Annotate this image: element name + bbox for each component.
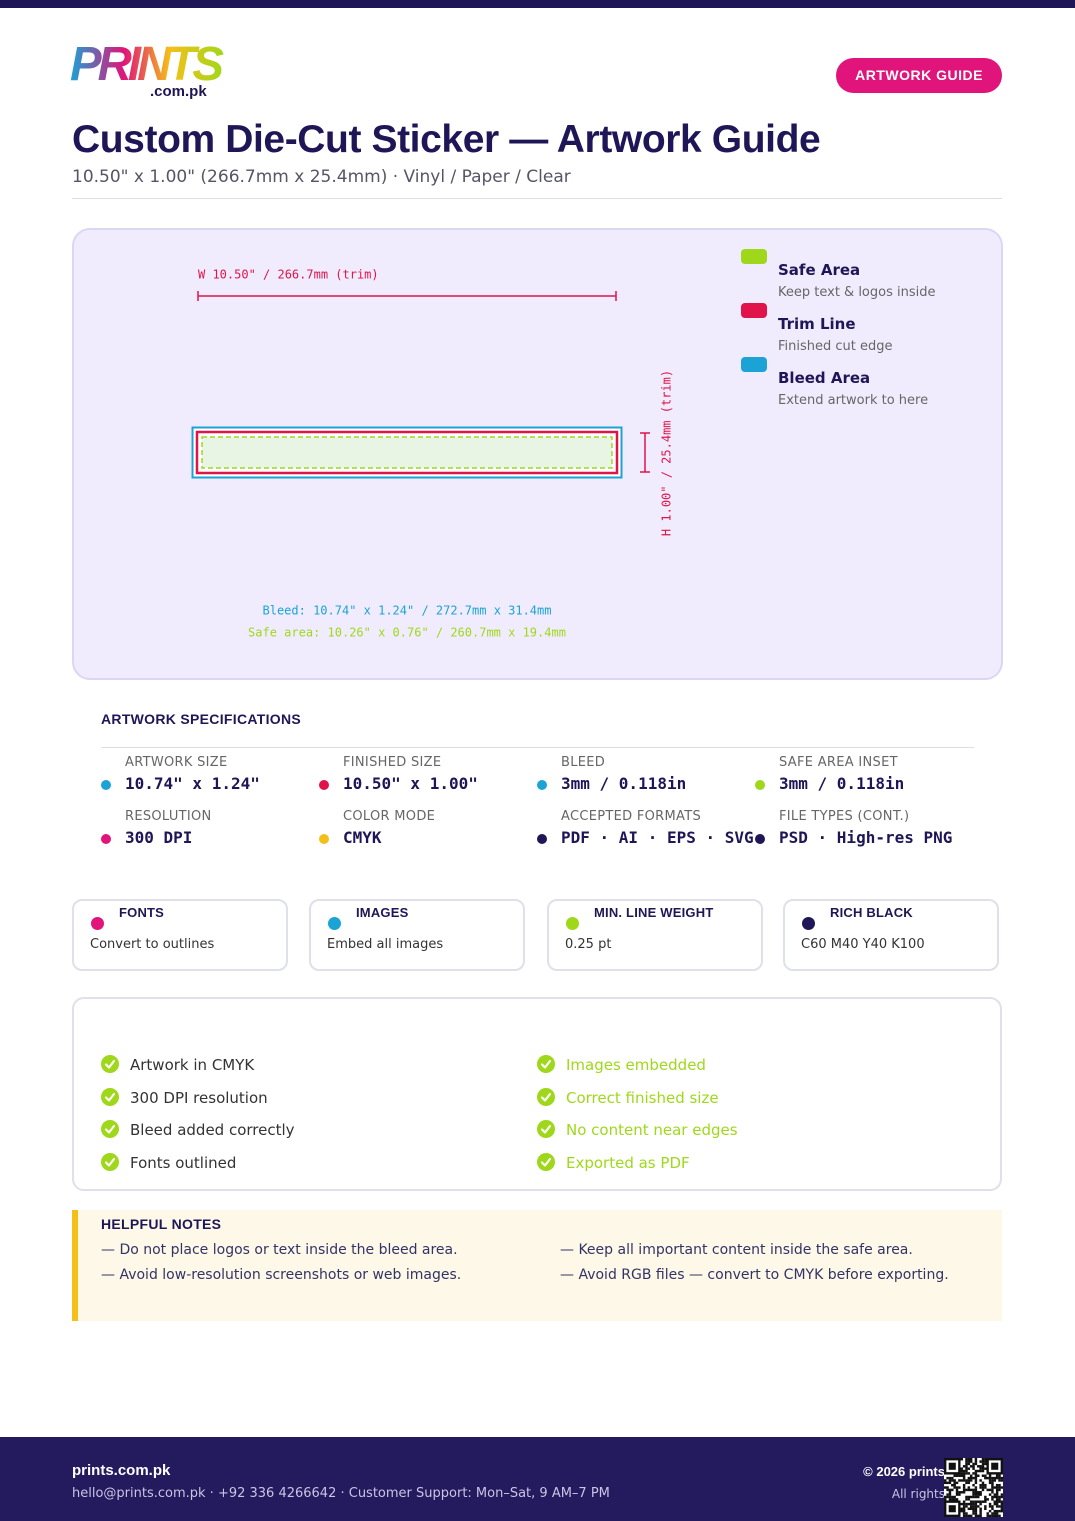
legend-desc: Keep text & logos inside: [778, 285, 936, 300]
card: [309, 899, 525, 971]
check-item: No content near edges: [566, 1121, 738, 1140]
card-title: RICH BLACK: [830, 905, 913, 920]
check-icon: [101, 1087, 119, 1106]
card-dot: [566, 917, 579, 930]
legend-swatch: [741, 249, 767, 264]
card-dot: [802, 917, 815, 930]
spec-dot: [319, 834, 329, 844]
legend-desc: Finished cut edge: [778, 339, 893, 354]
card: [783, 899, 999, 971]
note: — Avoid RGB files — convert to CMYK befo…: [560, 1267, 949, 1283]
spec-value: PSD · High-res PNG: [779, 828, 953, 847]
logo-domain: .com.pk: [150, 83, 207, 100]
logo-brand: PRINTS: [70, 38, 224, 91]
card-title: FONTS: [119, 905, 165, 920]
card: [547, 899, 763, 971]
qr-code: [944, 1458, 1003, 1517]
spec-dot: [319, 780, 329, 790]
spec-value: CMYK: [343, 828, 382, 847]
footer-name[interactable]: prints.com.pk: [72, 1462, 171, 1479]
card-text: Convert to outlines: [90, 937, 215, 952]
footer-rights: All rights: [891, 1487, 945, 1501]
spec-label: SAFE AREA INSET: [779, 755, 898, 770]
spec-value: 300 DPI: [125, 828, 193, 847]
checklist: [72, 997, 1002, 1191]
subtitle: 10.50" x 1.00" (266.7mm x 25.4mm) · Viny…: [72, 167, 571, 187]
check-icon: [537, 1055, 555, 1073]
check-icon: [101, 1153, 119, 1172]
spec-label: FILE TYPES (CONT.): [779, 809, 910, 824]
note: — Keep all important content inside the …: [560, 1242, 913, 1258]
check-item: Exported as PDF: [566, 1154, 690, 1173]
spec-value: 10.74" x 1.24": [125, 774, 260, 793]
spec-label: FINISHED SIZE: [343, 755, 442, 770]
spec-dot: [101, 780, 111, 790]
top-bar: [0, 0, 1075, 8]
check-item: Bleed added correctly: [130, 1121, 295, 1140]
card-title: IMAGES: [356, 905, 409, 920]
spec-value: 10.50" x 1.00": [343, 774, 478, 793]
check-item: 300 DPI resolution: [130, 1088, 268, 1107]
spec-dot: [755, 780, 765, 790]
spec-value: 3mm / 0.118in: [561, 774, 687, 793]
note: — Do not place logos or text inside the …: [101, 1242, 458, 1258]
spec-label: BLEED: [561, 755, 606, 770]
check-item: Artwork in CMYK: [130, 1056, 255, 1074]
spec-label: RESOLUTION: [125, 809, 212, 824]
card: [72, 899, 288, 971]
spec-label: ACCEPTED FORMATS: [561, 809, 702, 824]
check-icon: [101, 1055, 119, 1073]
notes-title: HELPFUL NOTES: [101, 1216, 222, 1232]
check-item: Correct finished size: [566, 1088, 719, 1107]
check-icon: [101, 1120, 119, 1139]
spec-label: ARTWORK SIZE: [125, 755, 228, 770]
logo: PRINTS .com.pk: [70, 38, 228, 100]
legend-desc: Extend artwork to here: [778, 393, 929, 408]
notes-box: [72, 1210, 1002, 1321]
check-item: Fonts outlined: [130, 1154, 237, 1173]
legend-swatch: [741, 303, 767, 318]
badge[interactable]: ARTWORK GUIDE: [836, 58, 1002, 93]
spec-value: PDF · AI · EPS · SVG: [561, 828, 754, 847]
check-icon: [537, 1087, 555, 1106]
footer-copyright: © 2026 prints: [863, 1464, 945, 1479]
check-icon: [537, 1120, 555, 1139]
note: — Avoid low-resolution screenshots or we…: [101, 1267, 462, 1283]
card-text: Embed all images: [327, 937, 444, 952]
spec-dot: [755, 834, 765, 844]
footer: [0, 1437, 1075, 1521]
spec-dot: [537, 834, 547, 844]
spec-title: ARTWORK SPECIFICATIONS: [101, 711, 302, 727]
spec-label: COLOR MODE: [343, 809, 436, 824]
card-text: 0.25 pt: [565, 937, 612, 952]
check-item: Images embedded: [566, 1056, 706, 1074]
legend-title: Trim Line: [778, 315, 856, 333]
footer-contact: hello@prints.com.pk · +92 336 4266642 · …: [72, 1486, 610, 1501]
divider: [72, 198, 1002, 199]
title: Custom Die-Cut Sticker — Artwork Guide: [72, 118, 821, 161]
spec-dot: [537, 780, 547, 790]
card-title: MIN. LINE WEIGHT: [594, 905, 714, 920]
legend-title: Bleed Area: [778, 369, 871, 387]
spec-dot: [101, 834, 111, 844]
card-dot: [328, 917, 341, 930]
divider: [101, 747, 974, 748]
spec-value: 3mm / 0.118in: [779, 774, 905, 793]
check-icon: [537, 1153, 555, 1172]
card-dot: [91, 917, 104, 930]
legend-swatch: [741, 357, 767, 372]
legend-title: Safe Area: [778, 261, 861, 279]
card-text: C60 M40 Y40 K100: [801, 937, 925, 952]
